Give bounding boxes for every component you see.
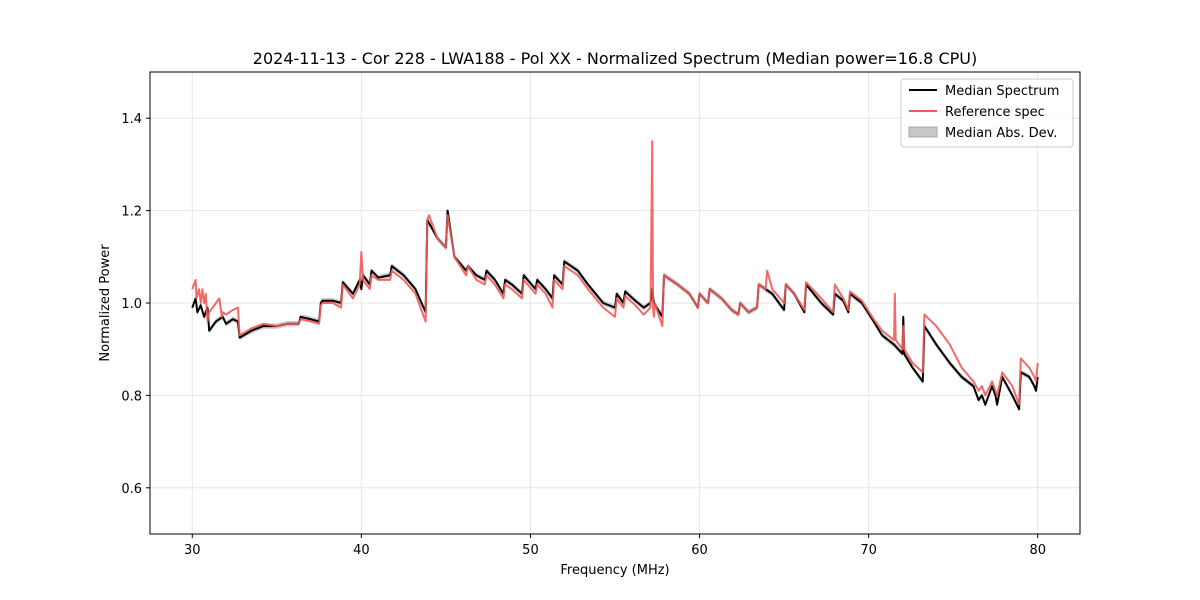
legend: Median Spectrum Reference spec Median Ab… [900,78,1074,148]
y-tick-label: 1.4 [121,112,142,127]
legend-box [900,78,1074,148]
x-tick-label: 60 [691,543,708,558]
axis-ticks: 30 40 50 60 70 80 0.6 0.8 1.0 1.2 1.4 [121,112,1046,558]
reference-spectrum-line [191,140,1039,406]
x-tick-label: 30 [184,543,201,558]
plot-area [191,140,1039,413]
legend-mad-swatch [908,126,938,138]
y-tick-label: 0.6 [121,482,142,497]
legend-mad-label: Median Abs. Dev. [945,126,1057,141]
chart-title: 2024-11-13 - Cor 228 - LWA188 - Pol XX -… [253,49,977,68]
y-tick-label: 0.8 [121,389,142,404]
x-tick-label: 80 [1029,543,1046,558]
x-tick-label: 70 [860,543,877,558]
x-tick-label: 50 [522,543,539,558]
y-axis-label: Normalized Power [98,244,113,362]
legend-reference-label: Reference spec [945,105,1045,120]
x-tick-label: 40 [353,543,370,558]
y-tick-label: 1.2 [121,205,142,220]
legend-median-label: Median Spectrum [945,84,1059,99]
x-axis-label: Frequency (MHz) [560,563,669,578]
y-tick-label: 1.0 [121,297,142,312]
